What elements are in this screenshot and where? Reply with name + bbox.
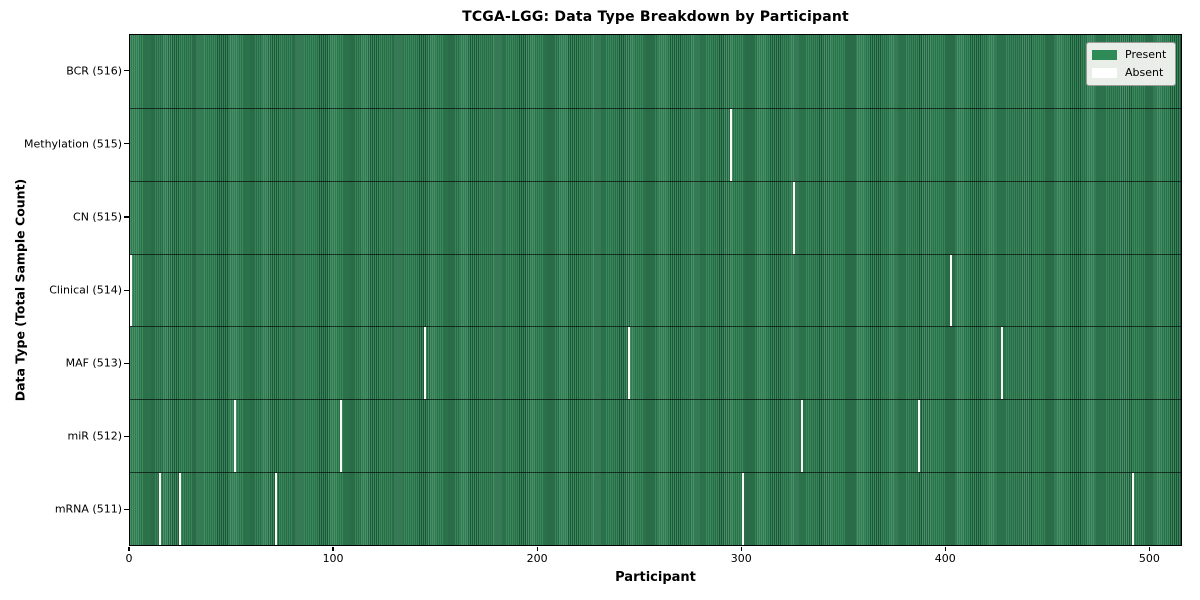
legend-label: Absent <box>1125 66 1164 79</box>
absent-marker <box>178 473 181 546</box>
x-tick-label: 300 <box>730 552 752 565</box>
absent-marker <box>1131 473 1134 546</box>
x-tick-mark <box>332 546 334 551</box>
x-tick-mark <box>536 546 538 551</box>
absent-marker <box>627 327 630 400</box>
y-tick-mark <box>124 143 129 145</box>
chart-title: TCGA-LGG: Data Type Breakdown by Partici… <box>462 9 849 25</box>
legend-label: Present <box>1125 48 1167 61</box>
x-tick-label: 500 <box>1138 552 1160 565</box>
y-tick-mark <box>124 362 129 364</box>
x-tick-mark <box>944 546 946 551</box>
absent-marker <box>130 254 133 327</box>
absent-marker <box>274 473 277 546</box>
x-tick-label: 400 <box>934 552 956 565</box>
y-tick-label: miR (512) <box>67 429 123 443</box>
absent-marker <box>158 473 161 546</box>
data-row-Clinical <box>130 253 1181 327</box>
data-row-BCR <box>130 35 1181 108</box>
legend-swatch-present <box>1092 50 1117 60</box>
absent-marker <box>742 473 745 546</box>
y-tick-mark <box>124 508 129 511</box>
legend-item-absent: Absent <box>1092 67 1166 79</box>
y-tick-label: Methylation (515) <box>24 137 122 151</box>
legend: Present Absent <box>1086 42 1177 86</box>
y-tick-mark <box>124 289 129 291</box>
x-tick-mark <box>740 546 742 551</box>
plot-area <box>129 34 1182 546</box>
absent-marker <box>801 400 804 473</box>
data-row-CN <box>130 180 1181 254</box>
legend-swatch-absent <box>1092 68 1117 78</box>
y-tick-label: Clinical (514) <box>49 283 122 297</box>
x-tick-label: 200 <box>526 552 548 565</box>
y-tick-label: mRNA (511) <box>54 502 122 516</box>
y-tick-mark <box>124 70 129 72</box>
absent-marker <box>950 254 953 327</box>
data-row-mRNA <box>130 472 1181 546</box>
absent-marker <box>729 108 732 181</box>
x-tick-mark <box>1148 546 1150 551</box>
x-tick-label: 100 <box>322 552 344 565</box>
data-row-MAF <box>130 326 1181 400</box>
x-axis-label: Participant <box>615 570 696 585</box>
y-tick-mark <box>124 216 129 218</box>
absent-marker <box>1001 327 1004 400</box>
absent-marker <box>423 327 426 400</box>
x-tick-label: 0 <box>125 552 133 565</box>
absent-marker <box>793 181 796 254</box>
y-tick-label: MAF (513) <box>65 356 122 370</box>
absent-marker <box>340 400 343 473</box>
data-row-miR <box>130 399 1181 473</box>
x-tick-mark <box>128 546 130 551</box>
absent-marker <box>917 400 920 473</box>
y-tick-mark <box>124 435 129 437</box>
data-row-Methylation <box>130 107 1181 181</box>
absent-marker <box>234 400 237 473</box>
y-tick-label: CN (515) <box>73 210 122 224</box>
legend-item-present: Present <box>1092 49 1166 61</box>
y-tick-label: BCR (516) <box>66 64 122 78</box>
